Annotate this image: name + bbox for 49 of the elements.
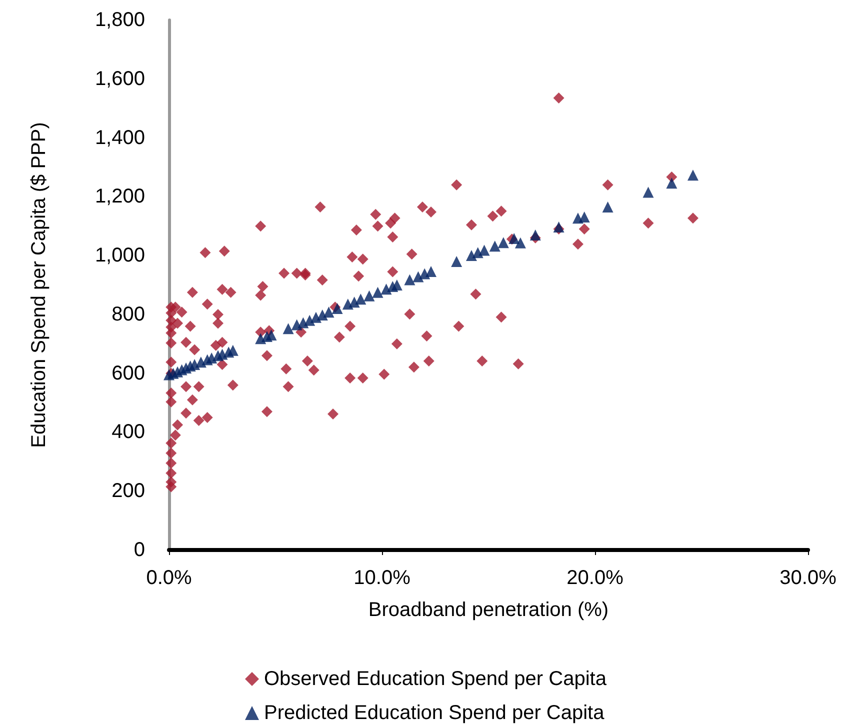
x-tick-label: 0.0%: [146, 567, 192, 589]
point: [206, 352, 218, 364]
x-axis-title: Broadband penetration (%): [368, 599, 609, 621]
x-tick-label: 20.0%: [566, 567, 624, 589]
point: [364, 290, 375, 302]
point: [291, 319, 302, 330]
y-tick-label: 600: [112, 362, 145, 384]
point: [189, 359, 200, 370]
legend-label: Observed Education Spend per Capita: [264, 668, 608, 690]
y-tick-label: 800: [112, 303, 145, 326]
point: [508, 232, 520, 244]
point: [498, 237, 509, 248]
point: [425, 266, 436, 277]
point: [602, 201, 614, 212]
y-tick-label: 1,800: [94, 9, 145, 31]
point: [355, 294, 366, 305]
legend-label: Predicted Education Spend per Capita: [264, 702, 606, 724]
y-tick-label: 0: [134, 539, 145, 561]
point: [466, 250, 477, 262]
point: [391, 280, 402, 290]
point: [380, 284, 392, 295]
point: [578, 211, 590, 222]
point: [687, 170, 698, 181]
point: [478, 244, 490, 256]
point: [642, 186, 654, 198]
point: [451, 256, 462, 267]
point: [530, 229, 541, 240]
y-tick-label: 1,000: [94, 244, 145, 267]
point: [282, 323, 294, 334]
y-tick-label: 200: [112, 480, 145, 502]
point: [372, 286, 384, 298]
point: [323, 306, 334, 318]
x-tick-label: 10.0%: [354, 567, 411, 589]
y-tick-label: 1,400: [94, 126, 145, 149]
y-axis-title: Education Spend per Capita ($ PPP): [28, 122, 50, 448]
point: [404, 274, 416, 286]
point: [412, 271, 424, 282]
y-tick-label: 1,600: [94, 68, 145, 90]
point: [419, 268, 430, 280]
point: [489, 240, 500, 252]
y-tick-label: 400: [112, 421, 145, 444]
point: [553, 221, 564, 232]
point: [348, 296, 360, 308]
y-tick-label: 1,200: [94, 186, 145, 208]
point: [227, 344, 238, 356]
point: [310, 312, 322, 323]
x-tick-label: 30.0%: [780, 567, 837, 589]
point: [514, 237, 526, 248]
point: [304, 314, 316, 326]
